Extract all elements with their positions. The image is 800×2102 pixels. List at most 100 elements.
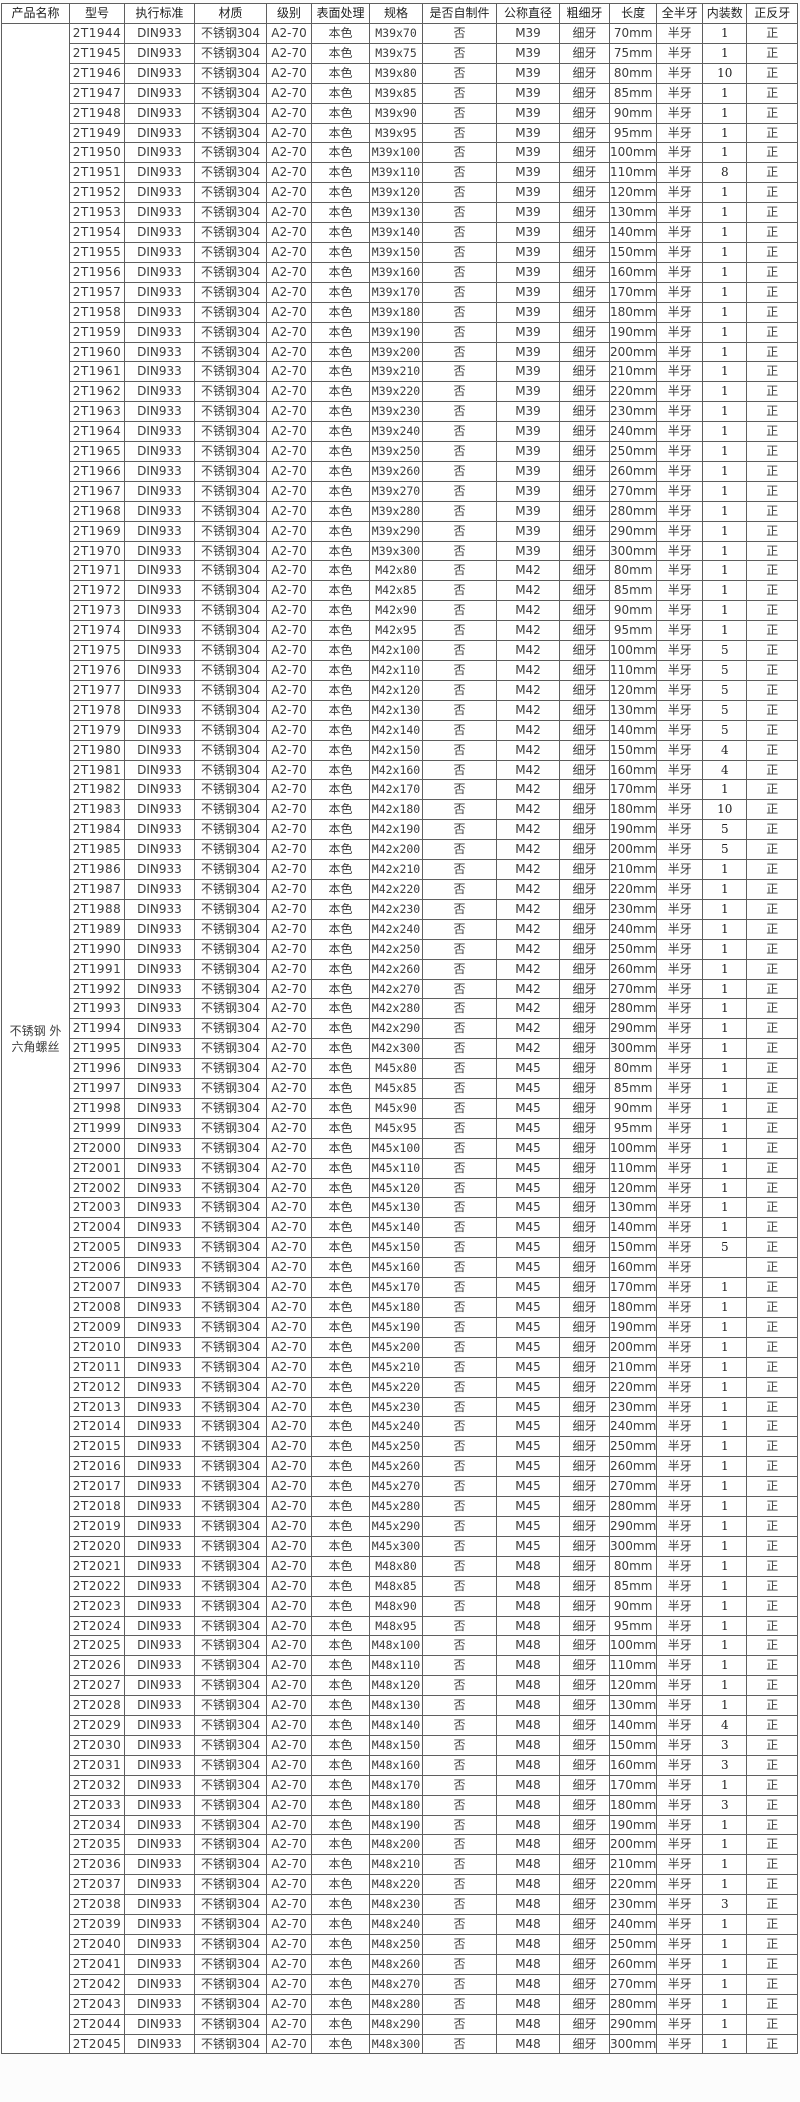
table-row: 2T2039 DIN933 不锈钢304 A2-70 本色 M48x240 否 M48 细牙 24…: [2, 1914, 799, 1935]
cell-pitch: 细牙: [559, 1496, 610, 1517]
cell-full_half: 半牙: [656, 699, 704, 721]
cell-model: 2T1974: [69, 620, 125, 642]
cell-spec: M48x230: [369, 1894, 423, 1916]
cell-len: 220mm: [608, 1376, 658, 1398]
cell-spec: M39x85: [369, 82, 423, 104]
cell-standard: DIN933: [124, 421, 195, 443]
cell-dia: M39: [496, 500, 560, 522]
table-row: 2T1968 DIN933 不锈钢304 A2-70 本色 M39x280 否 M39 细牙 28…: [2, 500, 799, 522]
cell-pitch: 细牙: [559, 341, 610, 363]
cell-standard: DIN933: [124, 1675, 195, 1697]
cell-full_half: 半牙: [656, 1496, 704, 1517]
cell-model: 2T1990: [69, 938, 125, 960]
cell-spec: M39x230: [369, 401, 423, 423]
cell-grade: A2-70: [266, 1953, 312, 1975]
cell-self_made: 否: [422, 241, 497, 263]
cell-model: 2T1985: [69, 839, 125, 861]
cell-spec: M45x90: [369, 1097, 423, 1119]
table-row: 2T2038 DIN933 不锈钢304 A2-70 本色 M48x230 否 M48 细牙 23…: [2, 1894, 799, 1916]
cell-spec: M48x95: [369, 1615, 423, 1637]
cell-full_half: 半牙: [656, 719, 704, 741]
cell-direction: 正: [746, 1854, 799, 1876]
cell-direction: 正: [746, 281, 799, 303]
cell-surface: 本色: [311, 1894, 370, 1916]
cell-standard: DIN933: [124, 938, 195, 960]
cell-pitch: 细牙: [559, 1336, 610, 1358]
cell-surface: 本色: [311, 1496, 370, 1517]
cell-spec: M45x290: [369, 1515, 423, 1537]
cell-grade: A2-70: [266, 1416, 312, 1438]
cell-len: 180mm: [608, 1794, 658, 1816]
cell-len: 160mm: [608, 1754, 658, 1776]
cell-direction: 正: [746, 1257, 799, 1279]
cell-len: 170mm: [608, 779, 658, 801]
cell-len: 100mm: [608, 640, 658, 661]
cell-surface: 本色: [311, 1595, 370, 1617]
table-row: 2T2013 DIN933 不锈钢304 A2-70 本色 M45x230 否 M45 细牙 23…: [2, 1396, 799, 1418]
table-row: 2T1956 DIN933 不锈钢304 A2-70 本色 M39x160 否 M39 细牙 16…: [2, 261, 799, 283]
cell-model: 2T1960: [69, 341, 125, 363]
col-header-10: 粗细牙: [559, 3, 610, 24]
cell-grade: A2-70: [266, 938, 312, 960]
cell-self_made: 否: [422, 600, 497, 622]
cell-dia: M39: [496, 321, 560, 343]
cell-direction: 正: [746, 540, 799, 562]
table-row: 2T1972 DIN933 不锈钢304 A2-70 本色 M42x85 否 M42 细牙 85m…: [2, 580, 799, 602]
cell-model: 2T2024: [69, 1615, 125, 1637]
cell-self_made: 否: [422, 1515, 497, 1537]
table-row: 2T1989 DIN933 不锈钢304 A2-70 本色 M42x240 否 M42 细牙 24…: [2, 918, 799, 940]
cell-self_made: 否: [422, 1058, 497, 1080]
table-row: 2T2010 DIN933 不锈钢304 A2-70 本色 M45x200 否 M45 细牙 20…: [2, 1336, 799, 1358]
cell-model: 2T2043: [69, 1993, 125, 2015]
cell-standard: DIN933: [124, 1137, 195, 1159]
cell-model: 2T1988: [69, 898, 125, 920]
cell-full_half: 半牙: [656, 918, 704, 940]
cell-grade: A2-70: [266, 878, 312, 900]
cell-len: 270mm: [608, 978, 658, 1000]
cell-model: 2T1961: [69, 361, 125, 383]
cell-direction: 正: [746, 1456, 799, 1478]
cell-pitch: 细牙: [559, 1237, 610, 1259]
col-header-2: 型号: [69, 3, 125, 24]
cell-surface: 本色: [311, 1535, 370, 1557]
cell-spec: M42x80: [369, 560, 423, 582]
cell-self_made: 否: [422, 1376, 497, 1398]
cell-self_made: 否: [422, 779, 497, 801]
cell-model: 2T1962: [69, 381, 125, 403]
cell-dia: M39: [496, 241, 560, 263]
cell-surface: 本色: [311, 580, 370, 602]
cell-material: 不锈钢304: [194, 1934, 267, 1955]
cell-material: 不锈钢304: [194, 42, 267, 64]
cell-full_half: 半牙: [656, 1655, 704, 1677]
cell-self_made: 否: [422, 1894, 497, 1916]
cell-len: 95mm: [608, 1117, 658, 1139]
cell-grade: A2-70: [266, 1834, 312, 1856]
cell-qty: 1: [702, 1615, 748, 1637]
cell-material: 不锈钢304: [194, 739, 267, 761]
cell-material: 不锈钢304: [194, 1078, 267, 1099]
cell-grade: A2-70: [266, 321, 312, 343]
cell-surface: 本色: [311, 938, 370, 960]
cell-model: 2T1954: [69, 222, 125, 243]
cell-dia: M42: [496, 819, 560, 841]
cell-qty: [702, 1257, 748, 1279]
cell-standard: DIN933: [124, 441, 195, 462]
cell-standard: DIN933: [124, 1715, 195, 1736]
cell-dia: M45: [496, 1416, 560, 1438]
cell-spec: M48x150: [369, 1734, 423, 1756]
cell-full_half: 半牙: [656, 62, 704, 84]
cell-self_made: 否: [422, 480, 497, 502]
cell-direction: 正: [746, 1555, 799, 1577]
cell-material: 不锈钢304: [194, 719, 267, 741]
cell-surface: 本色: [311, 620, 370, 642]
cell-full_half: 半牙: [656, 441, 704, 462]
cell-self_made: 否: [422, 1595, 497, 1617]
cell-len: 220mm: [608, 381, 658, 403]
cell-grade: A2-70: [266, 1058, 312, 1080]
cell-grade: A2-70: [266, 1635, 312, 1657]
cell-full_half: 半牙: [656, 122, 704, 144]
cell-material: 不锈钢304: [194, 162, 267, 184]
cell-surface: 本色: [311, 1854, 370, 1876]
cell-dia: M45: [496, 1336, 560, 1358]
table-row: 2T2033 DIN933 不锈钢304 A2-70 本色 M48x180 否 M48 细牙 18…: [2, 1794, 799, 1816]
